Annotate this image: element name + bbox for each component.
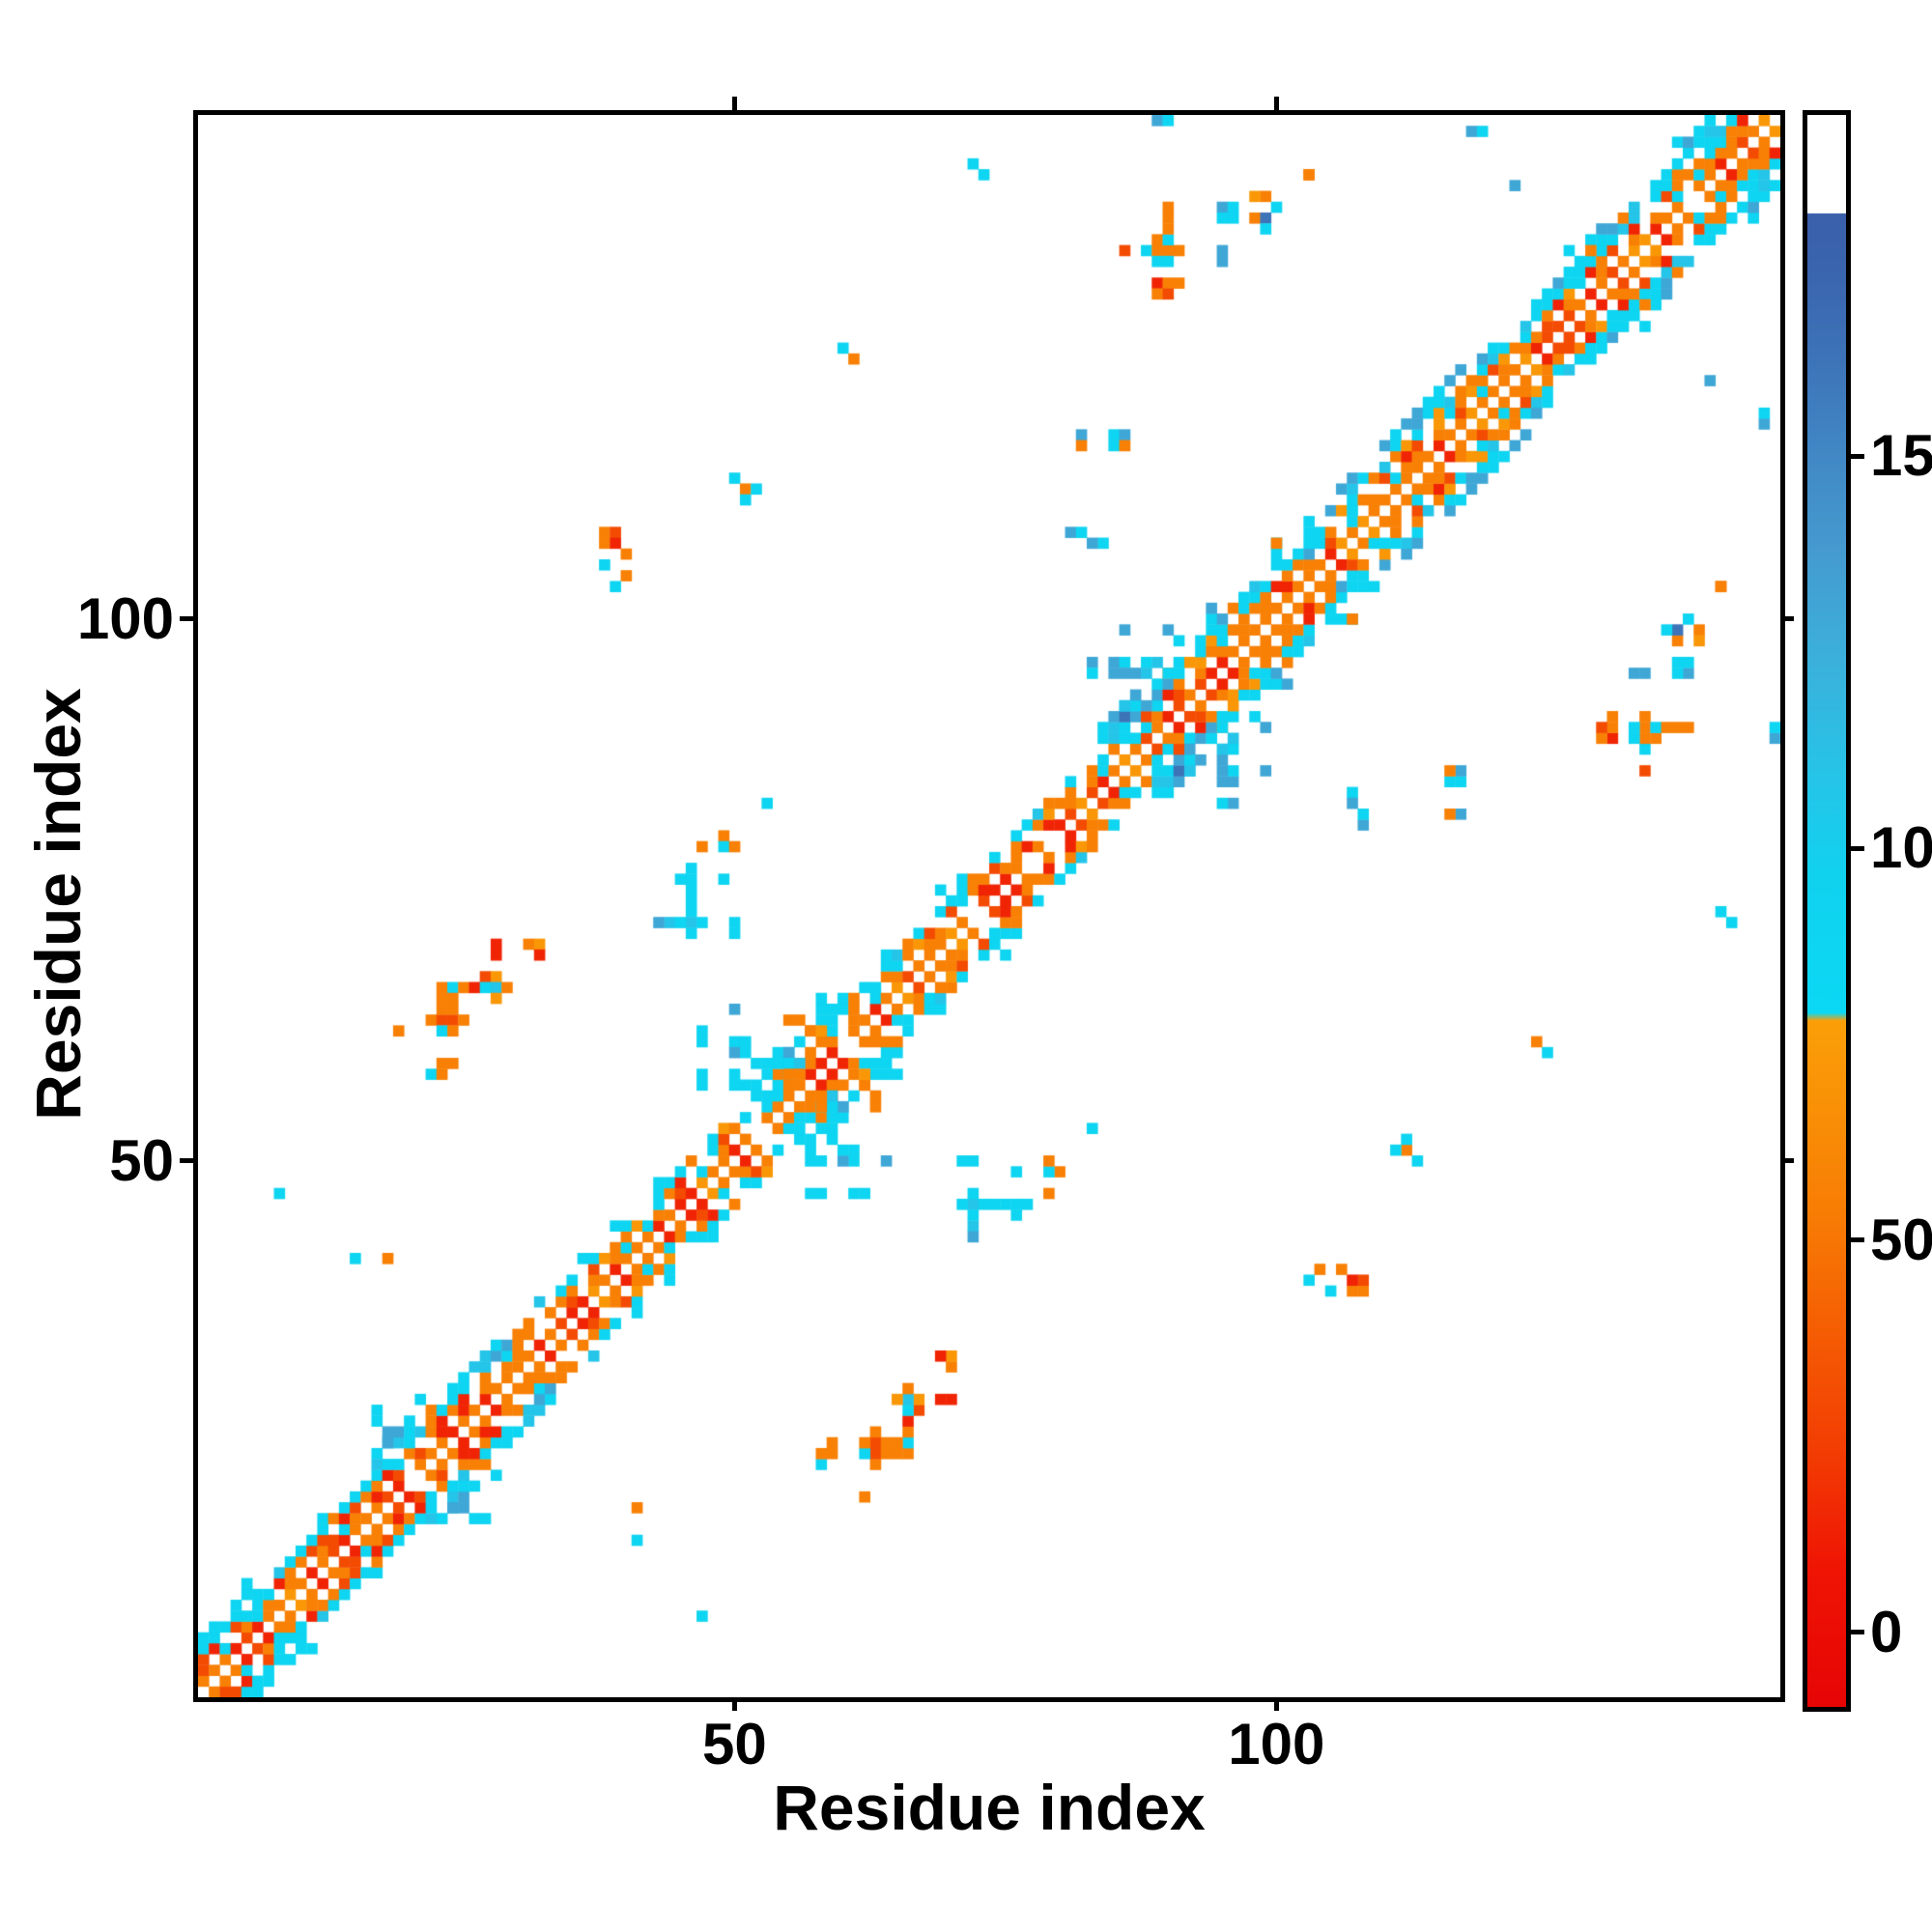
x-tick-label-100: 100	[1228, 1712, 1325, 1776]
colorbar-tick-label-100: 100	[1870, 815, 1932, 881]
colorbar-tick-label-50: 50	[1870, 1207, 1932, 1272]
colorbar-tick-0	[1851, 1630, 1864, 1635]
colorbar	[1803, 110, 1851, 1712]
y-tick-label-100: 100	[76, 585, 174, 651]
y-axis-title: Residue index	[22, 688, 94, 1121]
x-axis-title: Residue index	[773, 1772, 1206, 1843]
colorbar-tick-150	[1851, 453, 1864, 459]
x-axis-top-tick-100	[1273, 97, 1279, 110]
colorbar-tick-50	[1851, 1237, 1864, 1243]
contact-map-canvas	[198, 115, 1780, 1697]
x-axis-tick-50	[731, 1697, 737, 1711]
y-axis-tick-100	[180, 616, 193, 622]
y-axis-right-tick-100	[1780, 616, 1794, 622]
y-tick-label-50: 50	[109, 1127, 174, 1193]
plot-frame	[193, 110, 1785, 1702]
x-axis-tick-100	[1273, 1697, 1279, 1711]
y-axis-tick-50	[180, 1158, 193, 1164]
x-axis-top-tick-50	[731, 97, 737, 110]
y-axis-right-tick-50	[1780, 1158, 1794, 1164]
colorbar-tick-label-150: 150	[1870, 423, 1932, 489]
colorbar-tick-100	[1851, 845, 1864, 851]
colorbar-gradient	[1807, 115, 1846, 1707]
colorbar-tick-label-0: 0	[1870, 1599, 1903, 1664]
x-tick-label-50: 50	[701, 1712, 767, 1776]
